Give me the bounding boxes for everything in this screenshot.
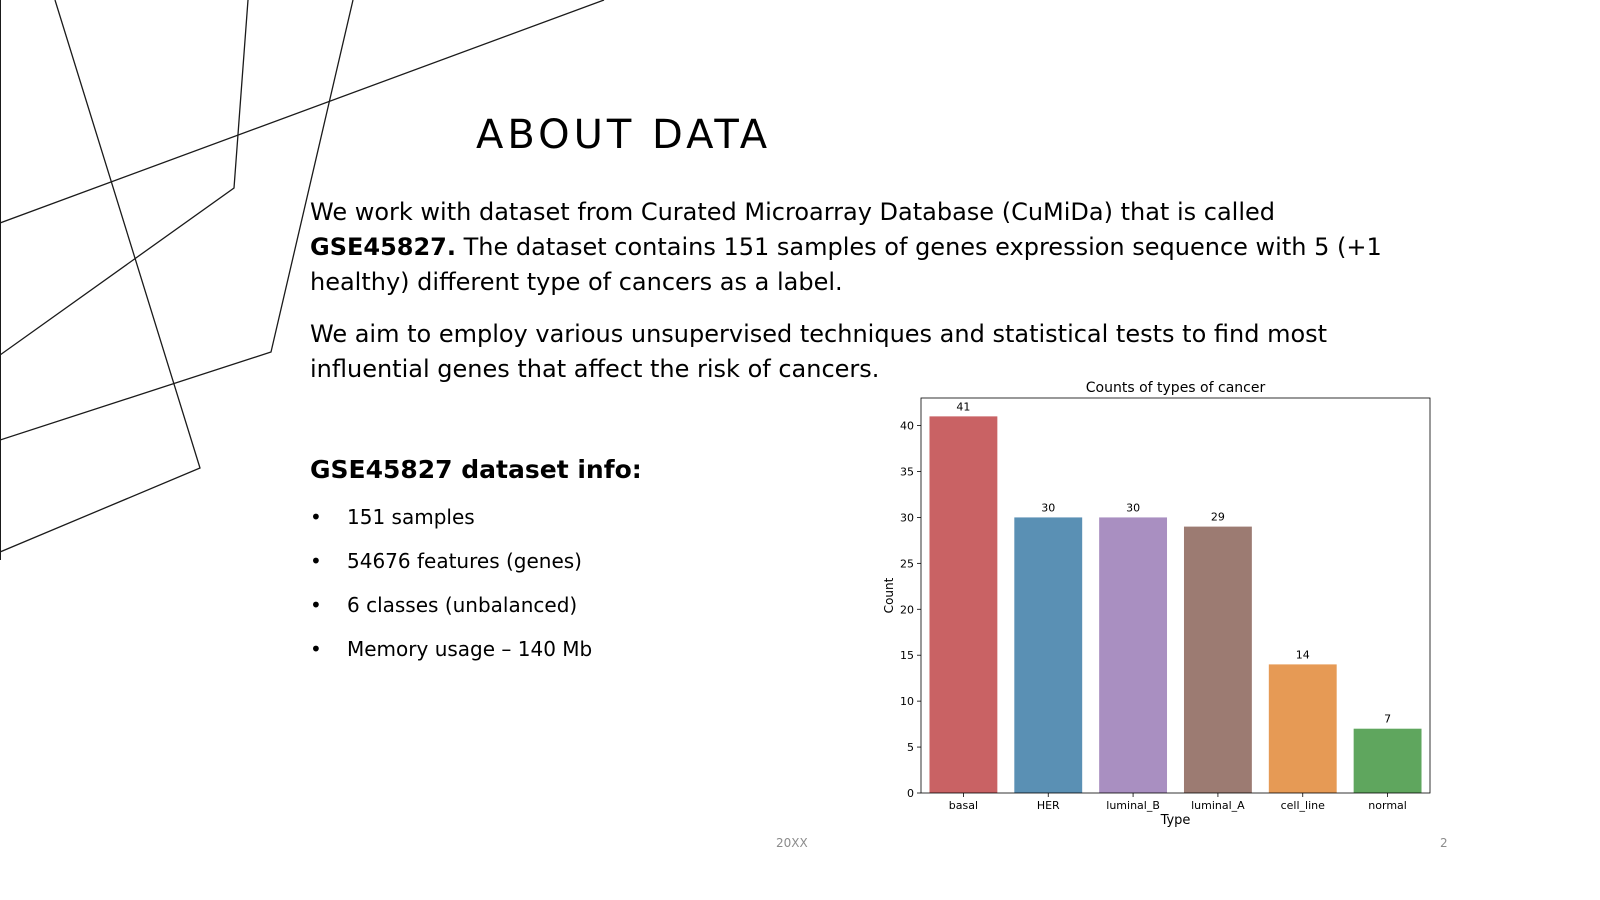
bullet-icon: • [310, 505, 322, 529]
list-item: • 54676 features (genes) [310, 549, 592, 593]
list-item-text: 54676 features (genes) [347, 549, 582, 573]
bar-chart: Counts of types of cancer 41 basal 30 HER 30 l… [882, 380, 1431, 828]
x-tick-label: luminal_A [1191, 799, 1245, 812]
x-tick-label: cell_line [1281, 799, 1326, 812]
data-label: 41 [956, 400, 970, 413]
x-tick-label: HER [1037, 799, 1060, 812]
data-label: 30 [1126, 501, 1140, 514]
data-label: 30 [1041, 501, 1055, 514]
x-tick-label: normal [1368, 799, 1407, 812]
intro-paragraph: We work with dataset from Curated Microa… [310, 195, 1390, 300]
bar-cell-line [1268, 664, 1337, 793]
bar-luminal-A [1183, 526, 1252, 793]
info-heading: GSE45827 dataset info: [310, 455, 642, 484]
bar-HER [1014, 517, 1083, 793]
list-item: • Memory usage – 140 Mb [310, 637, 592, 681]
bar-luminal-B [1099, 517, 1168, 793]
data-label: 29 [1211, 511, 1225, 524]
chart-title: Counts of types of cancer [1086, 380, 1266, 396]
y-tick-label: 25 [900, 557, 914, 570]
data-label: 7 [1384, 713, 1391, 726]
intro-rest-text: The dataset contains 151 samples of gene… [310, 233, 1382, 296]
y-tick-label: 35 [900, 465, 914, 478]
list-item-text: Memory usage – 140 Mb [347, 637, 593, 661]
intro-lead-text: We work with dataset from Curated Microa… [310, 198, 1275, 226]
bar-basal [929, 416, 998, 793]
x-tick-label: luminal_B [1106, 799, 1160, 812]
bar-normal [1353, 728, 1422, 793]
x-axis-label: Type [1160, 813, 1191, 828]
y-tick-label: 40 [900, 420, 914, 433]
y-tick-label: 30 [900, 511, 914, 524]
list-item-text: 6 classes (unbalanced) [347, 593, 578, 617]
list-item: • 151 samples [310, 505, 592, 549]
aim-paragraph: We aim to employ various unsupervised te… [310, 320, 1328, 383]
info-list: • 151 samples • 54676 features (genes) • 6 … [310, 505, 592, 681]
list-item-text: 151 samples [347, 505, 475, 529]
y-tick-label: 20 [900, 603, 914, 616]
bullet-icon: • [310, 549, 322, 573]
info-heading-dataset-id: GSE45827 [310, 455, 453, 484]
info-heading-rest: dataset info: [452, 455, 642, 484]
y-tick-label: 0 [907, 787, 914, 800]
bullet-icon: • [310, 637, 322, 661]
y-tick-label: 15 [900, 649, 914, 662]
slide-title: ABOUT DATA [476, 112, 772, 158]
y-tick-label: 5 [907, 741, 914, 754]
page-number: 2 [1440, 836, 1448, 850]
footer-year: 20XX [776, 836, 808, 850]
bullet-icon: • [310, 593, 322, 617]
data-label: 14 [1296, 648, 1310, 661]
decorative-lines [0, 0, 605, 560]
x-tick-label: basal [949, 799, 978, 812]
y-axis-label: Count [882, 577, 896, 613]
plot-frame [920, 397, 1431, 794]
dataset-id-text: GSE45827. [310, 233, 456, 261]
y-tick-label: 10 [900, 695, 914, 708]
list-item: • 6 classes (unbalanced) [310, 593, 592, 637]
